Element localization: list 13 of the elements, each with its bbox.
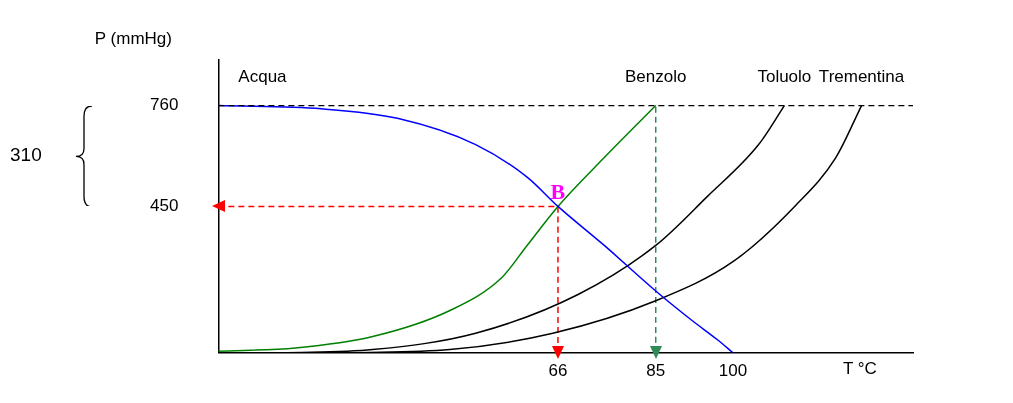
y-tick-label: 760 xyxy=(149,95,179,115)
series-label: Benzolo xyxy=(625,66,687,86)
series-label: Acqua xyxy=(238,66,288,86)
x-tick-label: 66 xyxy=(548,360,568,380)
y-tick-label: 450 xyxy=(149,196,179,216)
x-axis-title: T °C xyxy=(843,358,877,378)
x-tick-label: 100 xyxy=(718,360,748,380)
y-axis-title: P (mmHg) xyxy=(94,29,172,49)
text: 310 xyxy=(10,144,42,166)
series-label: Trementina xyxy=(818,66,905,86)
annotation: B xyxy=(550,179,566,205)
series-label: Toluolo xyxy=(757,66,812,86)
x-tick-label: 85 xyxy=(646,360,666,380)
